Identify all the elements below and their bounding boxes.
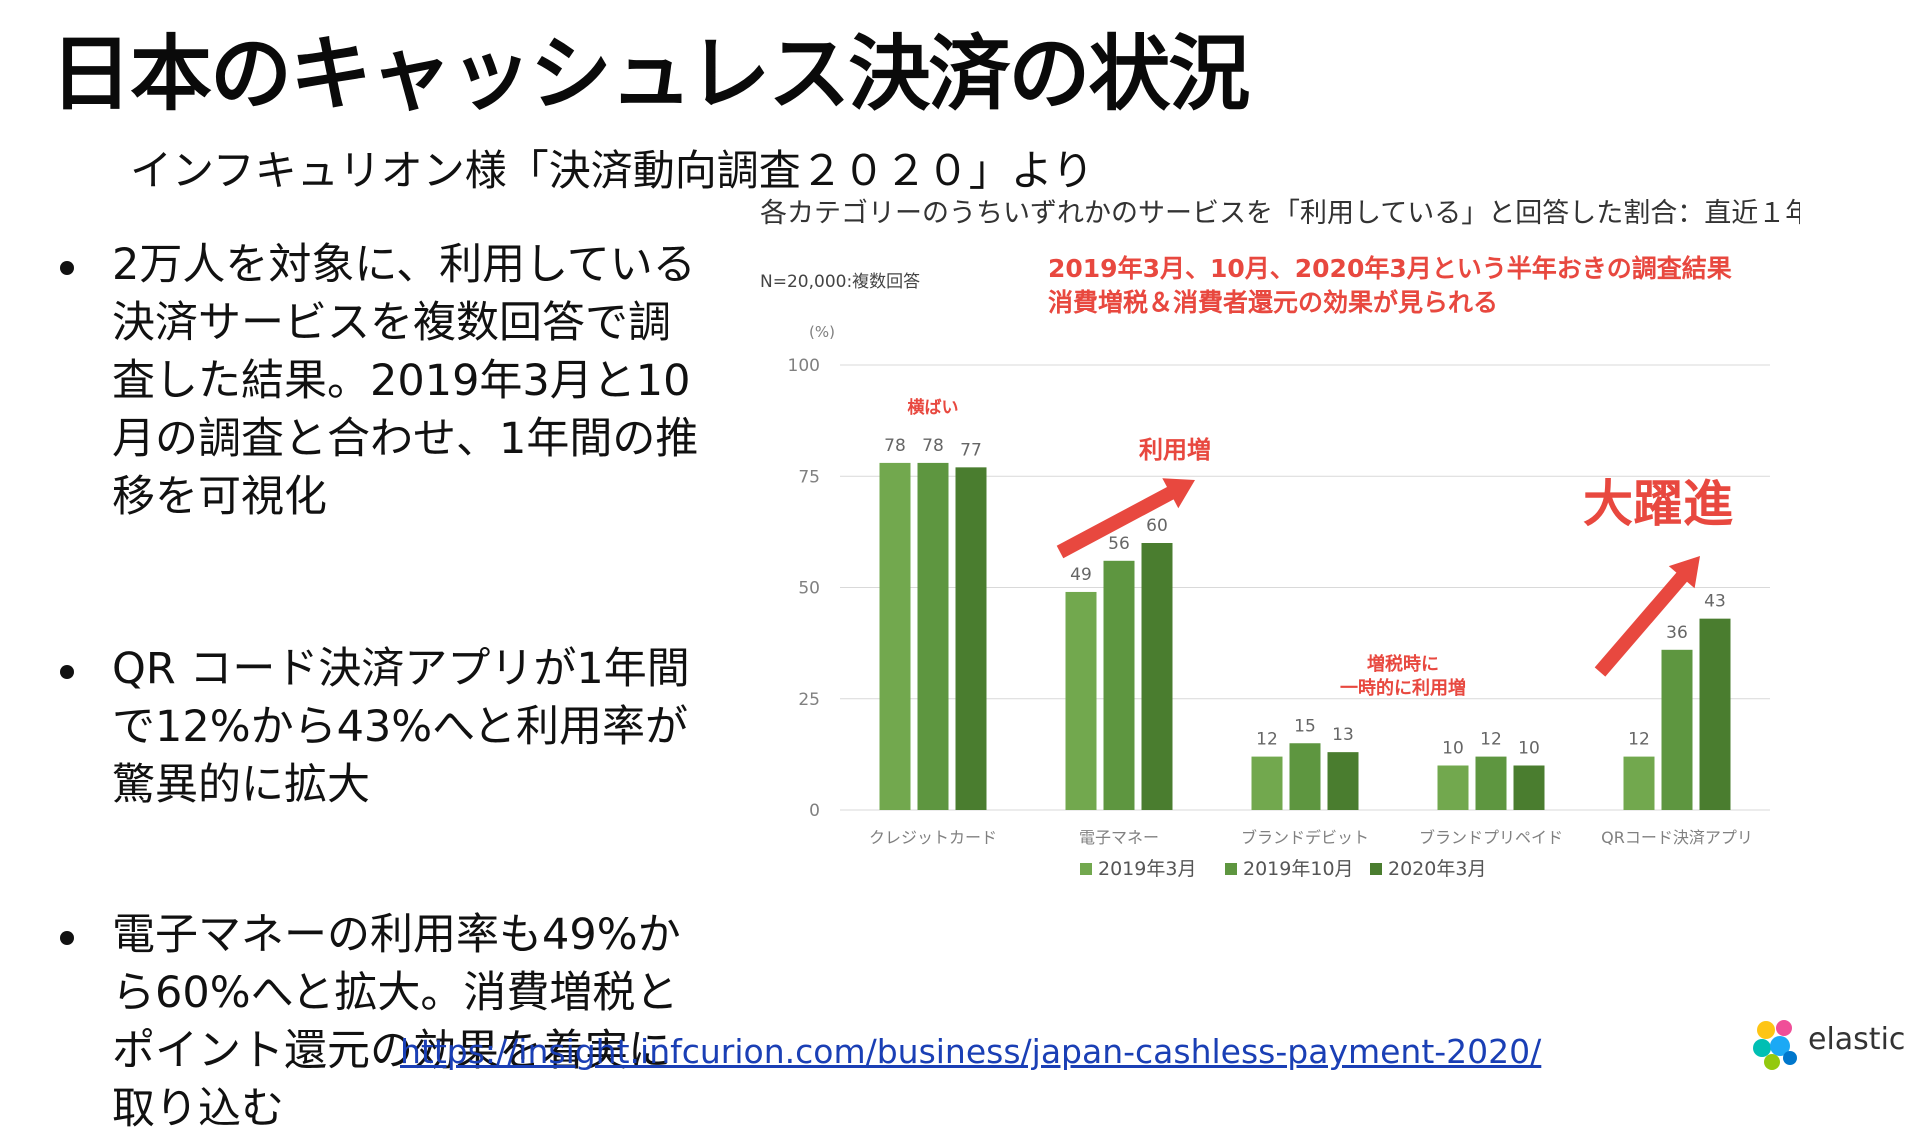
chart-title: 各カテゴリーのうちいずれかのサービスを「利用している」と回答した割合：直近１年: [760, 198, 1800, 229]
y-tick-label: 75: [798, 467, 820, 487]
bar-value-label: 12: [1628, 730, 1650, 750]
legend-swatch: [1225, 863, 1237, 875]
chart-panel: 各カテゴリーのうちいずれかのサービスを「利用している」と回答した割合：直近１年 N…: [740, 190, 1800, 910]
bar-value-label: 13: [1332, 725, 1354, 745]
x-tick-label: ブランドプリペイド: [1419, 828, 1563, 847]
elastic-logo-icon: [1753, 1020, 1797, 1070]
prepaid-annotation-line: 増税時に: [1367, 653, 1439, 675]
bar-chart: 各カテゴリーのうちいずれかのサービスを「利用している」と回答した割合：直近１年 N…: [760, 198, 1800, 880]
legend-label: 2019年10月: [1243, 858, 1354, 880]
bar: [1327, 752, 1359, 810]
bar-value-label: 77: [960, 440, 982, 460]
bar-value-label: 49: [1070, 565, 1092, 585]
legend-label: 2019年3月: [1098, 858, 1196, 880]
bar-value-label: 12: [1256, 730, 1278, 750]
y-tick-label: 100: [788, 356, 820, 376]
prepaid-annotation-line: 一時的に利用増: [1340, 677, 1466, 699]
x-tick-label: クレジットカード: [869, 828, 997, 847]
chart-note: N=20,000:複数回答: [760, 272, 920, 292]
bar-value-label: 36: [1666, 623, 1688, 643]
bar-value-label: 15: [1294, 716, 1316, 736]
headline-annotation-line: 消費増税＆消費者還元の効果が見られる: [1048, 288, 1498, 317]
bar-value-label: 10: [1518, 739, 1540, 759]
bar: [955, 467, 987, 810]
bullet-list: 2万人を対象に、利用している決済サービスを複数回答で調査した結果。2019年3月…: [52, 236, 712, 1138]
bar-value-label: 56: [1108, 534, 1130, 554]
bar: [879, 462, 911, 810]
bar-value-label: 10: [1442, 739, 1464, 759]
bar: [1475, 756, 1507, 810]
bullet-item-emoney: 電子マネーの利用率も49%から60%へと拡大。消費増税とポイント還元の効果を着実…: [52, 906, 712, 1138]
bar: [1513, 765, 1545, 810]
emoney-annotation: 利用増: [1139, 436, 1211, 464]
bar: [1103, 560, 1135, 810]
bar-value-label: 78: [922, 436, 944, 456]
bar: [1437, 765, 1469, 810]
bullet-item-qr: QR コード決済アプリが1年間で12%から43%へと利用率が驚異的に拡大: [52, 640, 712, 814]
bar: [1623, 756, 1655, 810]
legend-swatch: [1370, 863, 1382, 875]
bar: [1141, 543, 1173, 810]
bar: [1289, 743, 1321, 810]
headline-annotation-line: 2019年3月、10月、2020年3月という半年おきの調査結果: [1048, 254, 1732, 283]
bar: [1661, 649, 1693, 810]
x-tick-label: ブランドデビット: [1241, 828, 1369, 847]
qr-annotation: 大躍進: [1583, 475, 1733, 533]
credit-annotation: 横ばい: [908, 397, 959, 418]
bar: [1065, 591, 1097, 810]
legend-swatch: [1080, 863, 1092, 875]
y-tick-label: 50: [798, 579, 820, 599]
slide-subtitle: インフキュリオン様「決済動向調査２０２０」より: [130, 146, 1094, 195]
legend-label: 2020年3月: [1388, 858, 1486, 880]
y-axis-unit: (%): [809, 323, 835, 341]
elastic-logo-text: elastic: [1808, 1022, 1906, 1057]
y-tick-label: 0: [809, 801, 820, 821]
bullet-item-survey: 2万人を対象に、利用している決済サービスを複数回答で調査した結果。2019年3月…: [52, 236, 712, 526]
y-tick-label: 25: [798, 690, 820, 710]
qr-growth-arrow: [1594, 556, 1700, 677]
bar: [1251, 756, 1283, 810]
emoney-growth-arrow: [1056, 478, 1195, 559]
x-tick-label: QRコード決済アプリ: [1601, 828, 1753, 847]
x-tick-label: 電子マネー: [1079, 828, 1159, 847]
bar-value-label: 60: [1146, 516, 1168, 536]
source-link[interactable]: https://insight.infcurion.com/business/j…: [400, 1032, 1542, 1071]
elastic-logo: elastic: [1750, 1016, 1910, 1072]
slide-title: 日本のキャッシュレス決済の状況: [50, 27, 1250, 122]
bar-value-label: 12: [1480, 730, 1502, 750]
bar-value-label: 43: [1704, 592, 1726, 612]
bar: [917, 462, 949, 810]
bar: [1699, 618, 1731, 810]
bar-value-label: 78: [884, 436, 906, 456]
